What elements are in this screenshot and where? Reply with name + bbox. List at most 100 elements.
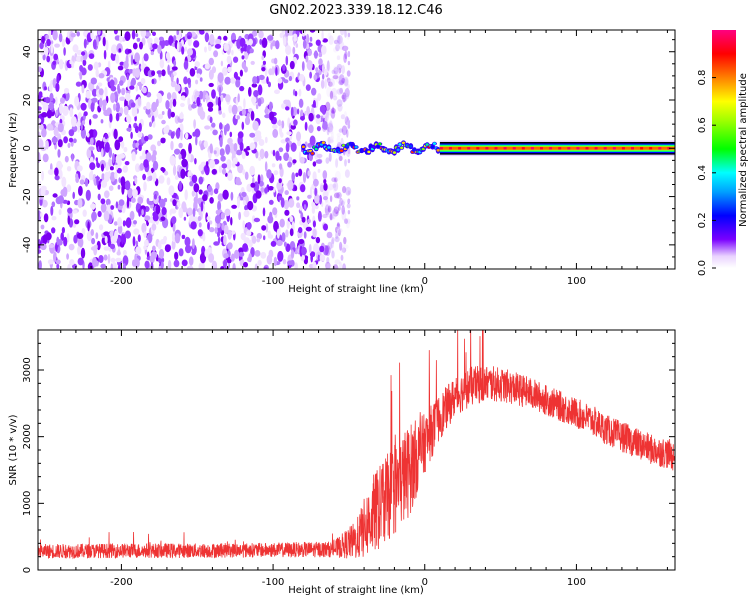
noise-blob <box>298 98 304 109</box>
noise-blob <box>90 203 97 210</box>
noise-blob <box>198 222 202 228</box>
noise-blob <box>244 116 251 126</box>
noise-blob <box>181 158 188 168</box>
noise-blob <box>231 104 238 116</box>
noise-blob <box>251 235 257 244</box>
noise-blob <box>331 237 335 245</box>
noise-blob <box>123 60 129 70</box>
noise-blob <box>72 191 75 199</box>
noise-blob <box>230 253 235 262</box>
noise-blob <box>283 152 290 161</box>
noise-blob <box>77 198 83 209</box>
noise-blob <box>204 165 207 173</box>
noise-blob <box>230 216 233 226</box>
noise-blob <box>40 187 46 198</box>
noise-blob <box>91 237 96 245</box>
noise-blob <box>327 122 333 128</box>
noise-blob <box>145 108 151 115</box>
noise-blob <box>165 52 170 60</box>
carrier-peak <box>458 147 462 150</box>
noise-blob <box>276 239 283 247</box>
noise-blob <box>217 72 224 83</box>
y-tick-label: 0 <box>22 567 33 573</box>
noise-blob <box>262 60 266 65</box>
noise-blob <box>342 186 347 194</box>
noise-blob <box>41 128 47 138</box>
noise-blob <box>194 61 200 68</box>
noise-blob <box>325 261 331 269</box>
noise-blob <box>107 253 111 264</box>
noise-blob <box>171 66 178 71</box>
noise-blob <box>293 33 298 39</box>
noise-blob <box>213 50 219 58</box>
noise-blob <box>89 137 94 146</box>
noise-blob <box>50 205 54 216</box>
noise-blob <box>115 154 122 165</box>
noise-blob <box>161 69 166 77</box>
noise-blob <box>184 189 188 201</box>
noise-blob <box>251 30 258 37</box>
noise-blob <box>318 64 323 70</box>
noise-blob <box>108 185 114 191</box>
noise-blob <box>43 213 49 223</box>
noise-blob <box>344 169 350 178</box>
noise-blob <box>57 149 61 158</box>
noise-blob <box>223 224 229 235</box>
noise-blob <box>48 244 55 248</box>
noise-blob <box>81 120 86 125</box>
noise-blob <box>296 108 300 115</box>
noise-blob <box>114 171 118 180</box>
noise-blob <box>193 40 200 48</box>
noise-blob <box>69 59 73 65</box>
noise-blob <box>241 108 246 116</box>
noise-blob <box>81 228 86 236</box>
noise-blob <box>198 207 201 216</box>
noise-blob <box>204 125 211 130</box>
x-tick-label: -100 <box>262 276 285 287</box>
noise-blob <box>343 92 350 100</box>
noise-blob <box>333 192 340 199</box>
noise-blob <box>187 134 192 140</box>
noise-blob <box>258 74 265 81</box>
noise-blob <box>152 214 159 222</box>
noise-blob <box>167 259 172 269</box>
noise-blob <box>119 80 124 86</box>
noise-blob <box>124 31 131 41</box>
noise-blob <box>256 237 261 243</box>
noise-blob <box>147 170 152 177</box>
noise-blob <box>181 234 186 240</box>
noise-blob <box>346 203 351 209</box>
noise-blob <box>123 146 128 153</box>
noise-blob <box>185 132 189 140</box>
noise-blob <box>232 263 236 269</box>
noise-blob <box>307 219 311 224</box>
noise-blob <box>79 71 83 80</box>
noise-blob <box>202 93 206 103</box>
noise-blob <box>159 59 165 69</box>
noise-blob <box>127 187 133 199</box>
noise-blob <box>55 96 58 106</box>
noise-blob <box>126 73 129 81</box>
noise-blob <box>281 103 286 109</box>
noise-blob <box>293 37 298 42</box>
noise-blob <box>257 84 263 96</box>
noise-blob <box>45 232 52 241</box>
noise-blob <box>75 81 82 87</box>
noise-blob <box>40 224 45 230</box>
noise-blob <box>64 87 70 94</box>
noise-blob <box>187 207 193 217</box>
noise-blob <box>90 77 98 85</box>
noise-blob <box>264 161 268 172</box>
noise-blob <box>292 159 297 164</box>
noise-blob <box>290 249 295 259</box>
noise-blob <box>235 79 241 88</box>
noise-blob <box>329 214 334 220</box>
noise-blob <box>61 227 65 234</box>
noise-blob <box>338 155 343 162</box>
noise-blob <box>343 111 348 122</box>
noise-blob <box>116 251 121 256</box>
noise-blob <box>255 104 259 110</box>
signal-core <box>432 142 437 145</box>
noise-blob <box>338 204 341 211</box>
noise-blob <box>134 125 139 134</box>
